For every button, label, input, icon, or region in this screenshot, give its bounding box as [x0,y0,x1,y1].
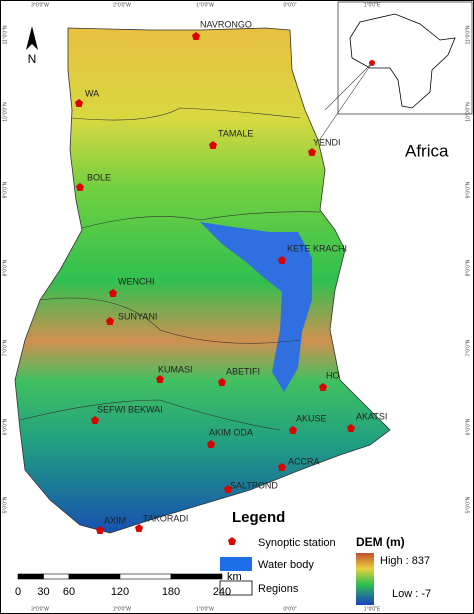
graticule-bottom: 1°0'0"W [196,606,214,612]
legend-water: Water body [258,559,314,571]
inset [317,1,473,143]
graticule-right: 6°0'0"N [465,418,471,435]
station-label: WA [85,88,99,98]
station-marker [156,375,164,383]
stations: NAVRONGO WA TAMALE YENDI BOLE KETE KRACHI WENC… [75,19,387,534]
station-marker [96,526,104,534]
dem-ramp [356,553,374,605]
station-marker [289,426,297,434]
scale-segment [68,573,121,580]
graticule-left: 6°0'0"N [2,418,8,435]
dem-title: DEM (m) [356,535,405,549]
graticule-right: 9°0'0"N [465,181,471,198]
station-label: HO [326,370,340,380]
station-label: AKIM ODA [209,427,253,437]
graticule-top: 3°0'0"W [31,2,49,8]
north-arrow [26,26,38,50]
graticule-top: 1°0'0"E [364,2,381,8]
legend-regions: Regions [258,583,299,595]
station-label: SUNYANI [118,311,157,321]
station-marker [218,378,226,386]
graticule-left: 5°0'0"N [2,496,8,513]
legend-regions-symbol [219,580,253,596]
graticule-bottom: 2°0'0"W [113,606,131,612]
station-label: NAVRONGO [200,19,252,29]
station-marker [278,463,286,471]
scale-label: 0 [15,586,21,598]
station-label: AKATSI [356,411,387,421]
station-label: SALTPOND [230,480,278,490]
scale-label: 120 [111,586,129,598]
graticule-left: 11°0'0"N [2,25,8,44]
station-label: SEFWI BEKWAI [97,404,163,414]
legend-station-symbol [228,537,236,545]
graticule-top: 2°0'0"W [113,2,131,8]
scale-segment [43,573,70,580]
station-marker [75,99,83,107]
station-marker [76,183,84,191]
station-label: KUMASI [158,364,193,374]
station-label: AKUSE [296,413,327,423]
station-marker [207,440,215,448]
inset-label: Africa [405,141,449,160]
station-label: KETE KRACHI [287,243,347,253]
lake-volta [200,222,312,392]
station-marker [278,256,286,264]
station-label: ABETIFI [226,366,260,376]
scale-label: 180 [162,586,180,598]
scale-label: 240 [213,586,231,598]
graticule-left: 10°0'0"N [2,102,8,122]
graticule-left: 7°0'0"N [2,339,8,356]
station-marker [319,383,327,391]
north-label: N [28,52,37,66]
station-label: BOLE [87,172,111,182]
scale-label: 60 [63,586,75,598]
station-label: WENCHI [118,276,155,286]
graticule-right: 8°0'0"N [465,259,471,276]
legend-title: Legend [232,509,285,526]
graticule-left: 9°0'0"N [2,181,8,198]
station-label: ACCRA [288,456,320,466]
station-label: YENDI [313,137,341,147]
dem-high: High : 837 [380,555,430,567]
station-marker [347,424,355,432]
station-label: AXIM [104,515,126,525]
station-marker [209,141,217,149]
station-marker [91,416,99,424]
station-marker [106,317,114,325]
scale-label: 30 [37,586,49,598]
station-marker [109,289,117,297]
graticule-top: 0°0'0" [283,2,296,8]
region-boundaries [19,107,321,431]
graticule-right: 10°0'0"N [465,102,471,122]
graticule-left: 8°0'0"N [2,259,8,276]
graticule-right: 5°0'0"N [465,496,471,513]
graticule-bottom: 3°0'0"W [31,606,49,612]
graticule-top: 1°0'0"W [196,2,214,8]
graticule-bottom: 0°0'0" [283,606,296,612]
station-marker [308,148,316,156]
ghana-dem [14,27,391,534]
dem-low: Low : -7 [392,588,431,600]
scale-bar: 0 30 60 120 180 240 km [15,571,242,598]
station-label: TAKORADI [143,513,188,523]
scale-segment [17,573,44,580]
scale-segment [170,573,223,580]
scale-segment [119,573,172,580]
graticule-right: 11°0'0"N [465,25,471,44]
legend-station: Synoptic station [258,537,336,549]
station-marker [192,32,200,40]
station-label: TAMALE [218,128,253,138]
legend-water-symbol [220,557,252,571]
scale-unit: km [227,571,242,583]
station-marker [224,485,232,493]
station-marker [135,524,143,532]
graticule-bottom: 1°0'0"E [364,606,381,612]
graticule-right: 7°0'0"N [465,339,471,356]
